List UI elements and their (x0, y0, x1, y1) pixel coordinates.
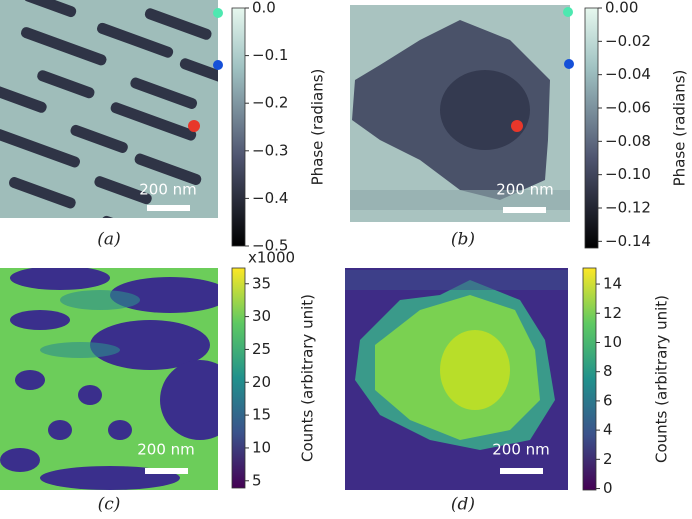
colorbar-tick-label: 20 (252, 373, 271, 391)
colorbar-tick-label: −0.10 (605, 165, 651, 183)
colorbar-tick-label: −0.3 (252, 141, 288, 159)
colorbar-tick-label: −0.12 (605, 199, 651, 217)
colorbar-tick-label: −0.5 (252, 237, 288, 255)
colorbar-label: Phase (radians) (671, 70, 689, 187)
colorbar-tick-label: 15 (252, 406, 271, 424)
image-c (0, 268, 218, 490)
colorbar-tick-label: 0.00 (605, 0, 638, 17)
colorbar-tick-label: 35 (252, 274, 271, 292)
colorbar-tick-label: 25 (252, 340, 271, 358)
colorbar-tick-label: −0.04 (605, 65, 651, 83)
image-d (345, 268, 568, 490)
colorbar-tick-label: 0 (603, 479, 613, 497)
colorbar-tick-label: 12 (603, 304, 622, 322)
image-b (350, 5, 570, 222)
panel-label: (c) (98, 495, 121, 515)
scale-bar-label: 200 nm (139, 181, 197, 199)
colorbar (231, 267, 246, 489)
colorbar-tick-label: −0.02 (605, 32, 651, 50)
scale-bar-label: 200 nm (492, 441, 550, 459)
colorbar-tick-label: −0.08 (605, 132, 651, 150)
colorbar-tick-label: 10 (603, 333, 622, 351)
colorbar-tick-label: 14 (603, 275, 622, 293)
colorbar-tick-label: 0.0 (252, 0, 276, 17)
colorbar (231, 7, 246, 247)
colorbar-tick-label: −0.06 (605, 99, 651, 117)
colorbar-tick-label: 4 (603, 421, 613, 439)
panel-label: (d) (451, 495, 475, 515)
colorbar-tick-label: 8 (603, 362, 613, 380)
colorbar-tick-label: −0.2 (252, 94, 288, 112)
colorbar-label: Counts (arbitrary unit) (653, 295, 671, 463)
colorbar (582, 267, 597, 491)
image-a (0, 0, 218, 218)
colorbar-label: Phase (radians) (309, 69, 327, 186)
scale-bar-label: 200 nm (137, 441, 195, 459)
colorbar-tick-label: −0.1 (252, 46, 288, 64)
colorbar-tick-label: 2 (603, 450, 613, 468)
colorbar-tick-label: 5 (252, 471, 262, 489)
panel-label: (b) (451, 230, 475, 250)
colorbar-tick-label: 30 (252, 307, 271, 325)
scale-bar-label: 200 nm (496, 181, 554, 199)
colorbar-tick-label: −0.4 (252, 189, 288, 207)
panel-label: (a) (97, 230, 120, 250)
colorbar-multiplier: x1000 (248, 249, 295, 267)
colorbar-label: Counts (arbitrary unit) (299, 294, 317, 462)
colorbar-tick-label: −0.14 (605, 232, 651, 250)
colorbar (584, 7, 599, 249)
colorbar-tick-label: 6 (603, 391, 613, 409)
colorbar-tick-label: 10 (252, 438, 271, 456)
